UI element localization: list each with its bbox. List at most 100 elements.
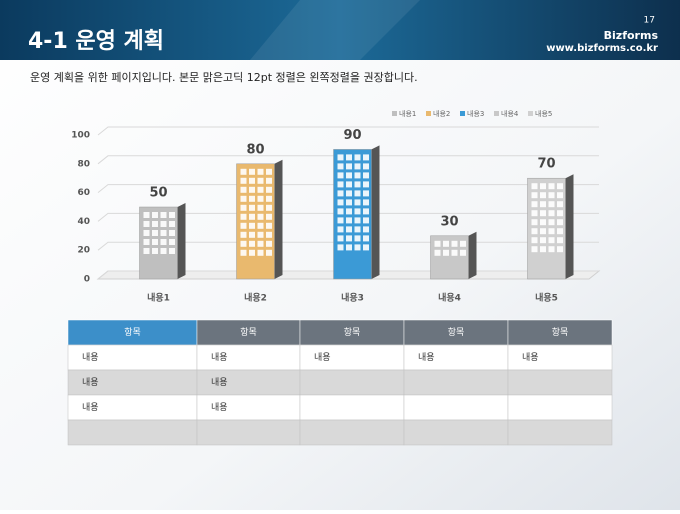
window xyxy=(346,181,352,188)
window xyxy=(354,172,361,179)
window xyxy=(451,240,458,247)
cell-text: 내용 xyxy=(82,352,99,363)
window xyxy=(240,222,247,229)
cell xyxy=(507,369,613,396)
window xyxy=(363,208,369,215)
window xyxy=(346,217,352,224)
data-label: 80 xyxy=(246,142,264,157)
window xyxy=(354,199,361,206)
cell xyxy=(507,419,613,446)
chart: 0 20 40 60 80 100 내용1 내용2 내용3 내용4 내용5 50 내용1 80 내용2 90 내… xyxy=(71,109,601,304)
window xyxy=(160,230,167,236)
bar-windows xyxy=(337,154,369,251)
window xyxy=(548,201,555,208)
cell xyxy=(507,344,613,371)
cell xyxy=(299,419,405,446)
window xyxy=(531,219,538,226)
window xyxy=(548,228,555,235)
window xyxy=(346,190,352,197)
window xyxy=(346,208,352,215)
x-tick-label: 내용4 xyxy=(438,292,461,304)
window xyxy=(531,201,538,208)
title: 4-1 운영 계획 xyxy=(28,29,164,54)
grid-line xyxy=(97,126,599,136)
window xyxy=(240,186,247,193)
cell-text: 내용 xyxy=(211,352,228,363)
window xyxy=(257,213,264,220)
cell xyxy=(299,369,405,396)
cell xyxy=(403,394,509,421)
window xyxy=(249,195,255,202)
legend-label: 내용1 xyxy=(399,109,416,118)
window xyxy=(152,230,158,236)
window xyxy=(169,239,175,245)
window xyxy=(257,240,264,247)
header-deco xyxy=(250,0,420,60)
x-tick-label: 내용5 xyxy=(535,292,558,304)
cell-text: 내용 xyxy=(418,352,435,363)
window xyxy=(169,221,175,227)
x-tick-label: 내용1 xyxy=(147,292,170,304)
window xyxy=(257,222,264,229)
y-tick-label: 80 xyxy=(77,159,90,169)
bar-side xyxy=(371,145,380,279)
window xyxy=(363,181,369,188)
cell-text: 내용 xyxy=(522,352,539,363)
header-text: 항목 xyxy=(124,327,141,338)
window xyxy=(557,237,563,244)
header-text: 항목 xyxy=(240,327,257,338)
window xyxy=(346,154,352,161)
window xyxy=(354,181,361,188)
window xyxy=(257,186,264,193)
url: www.bizforms.co.kr xyxy=(546,43,658,54)
bar-windows xyxy=(143,212,175,254)
window xyxy=(337,163,344,170)
window xyxy=(249,231,255,238)
window xyxy=(249,168,255,175)
cell xyxy=(196,394,301,421)
cell-text: 내용 xyxy=(82,377,99,388)
window xyxy=(143,221,150,227)
cell-text: 내용 xyxy=(211,377,228,388)
body-text: 운영 계획을 위한 페이지입니다. 본문 맑은고딕 12pt 정렬은 왼쪽정렬을… xyxy=(30,70,418,84)
window xyxy=(337,181,344,188)
window xyxy=(240,177,247,184)
page-number: 17 xyxy=(644,16,655,26)
window xyxy=(249,222,255,229)
header-text: 항목 xyxy=(448,327,465,338)
window xyxy=(540,201,546,208)
cell xyxy=(67,369,198,396)
window xyxy=(548,183,555,190)
window xyxy=(249,249,255,256)
header-cell xyxy=(196,319,301,346)
x-tick-label: 내용2 xyxy=(244,292,267,304)
window xyxy=(346,172,352,179)
header-cell xyxy=(299,319,405,346)
window xyxy=(443,249,449,256)
cell xyxy=(196,419,301,446)
window xyxy=(540,192,546,199)
window xyxy=(540,237,546,244)
window xyxy=(337,208,344,215)
window xyxy=(531,228,538,235)
legend-swatch xyxy=(528,111,533,116)
window xyxy=(249,177,255,184)
window xyxy=(346,226,352,233)
window xyxy=(337,244,344,251)
y-tick-label: 20 xyxy=(77,246,90,256)
y-tick-label: 40 xyxy=(77,217,90,227)
window xyxy=(540,210,546,217)
bar-windows xyxy=(240,168,272,256)
bar-side xyxy=(177,203,186,279)
window xyxy=(531,237,538,244)
y-tick-label: 100 xyxy=(71,131,90,141)
window xyxy=(240,168,247,175)
window xyxy=(337,217,344,224)
window xyxy=(540,219,546,226)
window xyxy=(548,210,555,217)
window xyxy=(363,235,369,242)
data-label: 90 xyxy=(343,128,361,143)
bar-windows xyxy=(434,240,466,256)
